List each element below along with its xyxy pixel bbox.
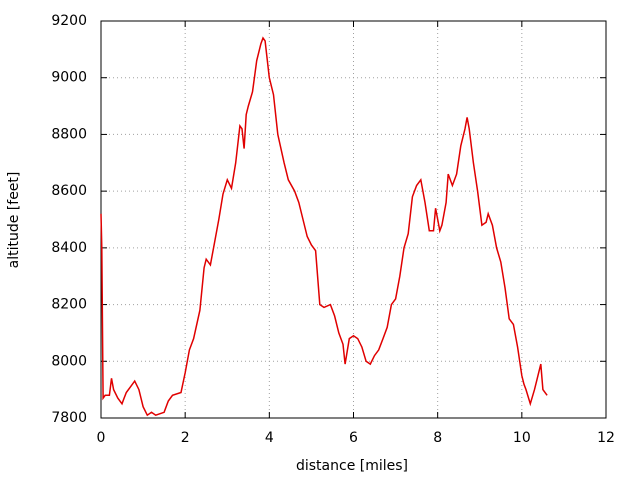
x-tick-label: 4 [265, 430, 274, 446]
y-tick-label: 9200 [51, 13, 87, 29]
x-tick-label: 8 [433, 430, 442, 446]
x-tick-label: 6 [349, 430, 358, 446]
x-tick-label: 10 [513, 430, 531, 446]
x-axis-label: distance [miles] [296, 458, 408, 474]
y-tick-label: 7800 [51, 410, 87, 426]
y-tick-label: 9000 [51, 70, 87, 86]
y-axis-label: altitude [feet] [6, 172, 22, 269]
y-tick-label: 8400 [51, 240, 87, 256]
y-tick-label: 8000 [51, 353, 87, 369]
y-tick-label: 8200 [51, 297, 87, 313]
data-line [100, 36, 548, 417]
plot-frame [100, 20, 607, 419]
x-tick-label: 2 [181, 430, 190, 446]
x-tick-label: 12 [597, 430, 615, 446]
y-tick-label: 8800 [51, 126, 87, 142]
y-tick-label: 8600 [51, 183, 87, 199]
x-tick-label: 0 [97, 430, 106, 446]
